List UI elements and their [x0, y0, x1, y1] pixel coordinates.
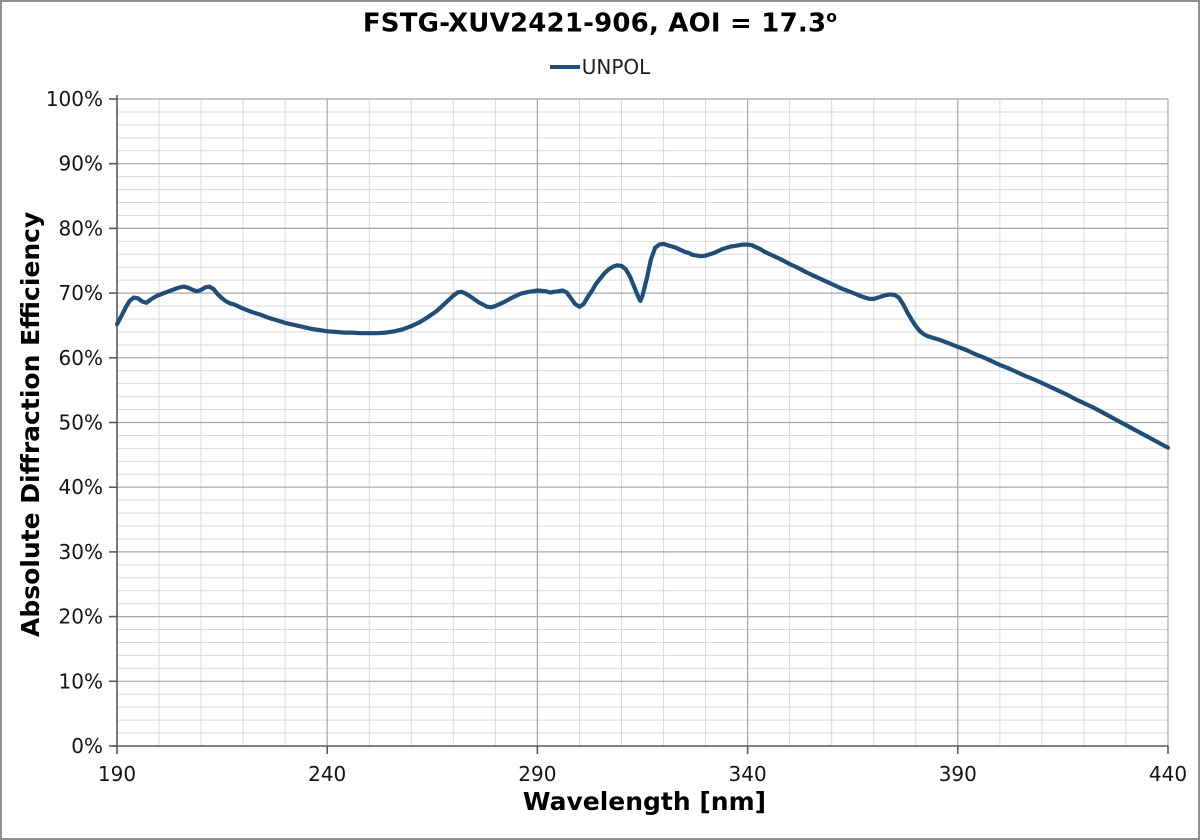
x-tick-label: 440: [1149, 762, 1187, 786]
y-tick-label: 90%: [59, 152, 103, 176]
x-tick-label: 190: [98, 762, 136, 786]
y-tick-label: 50%: [59, 411, 103, 435]
y-tick-label: 20%: [59, 605, 103, 629]
chart-title-text: FSTG-XUV2421-906, AOI = 17.3: [362, 8, 827, 39]
x-axis-title: Wavelength [nm]: [522, 787, 767, 816]
degree-superscript: o: [826, 8, 838, 26]
y-tick-label: 100%: [46, 87, 103, 111]
x-tick-label: 240: [308, 762, 346, 786]
legend: UNPOL: [2, 55, 1198, 79]
y-tick-label: 60%: [59, 346, 103, 370]
y-tick-label: 40%: [59, 475, 103, 499]
legend-line-swatch: [549, 65, 580, 69]
y-tick-label: 30%: [59, 540, 103, 564]
x-tick-label: 390: [939, 762, 977, 786]
y-tick-label: 80%: [59, 216, 103, 240]
x-tick-label: 290: [518, 762, 556, 786]
chart-title: FSTG-XUV2421-906, AOI = 17.3o: [2, 8, 1198, 39]
x-tick-label: 340: [729, 762, 767, 786]
series-line-unpol: [114, 241, 1171, 450]
y-tick-label: 70%: [59, 281, 103, 305]
y-tick-label: 10%: [59, 669, 103, 693]
y-tick-label: 0%: [71, 734, 103, 758]
legend-label: UNPOL: [581, 55, 651, 79]
